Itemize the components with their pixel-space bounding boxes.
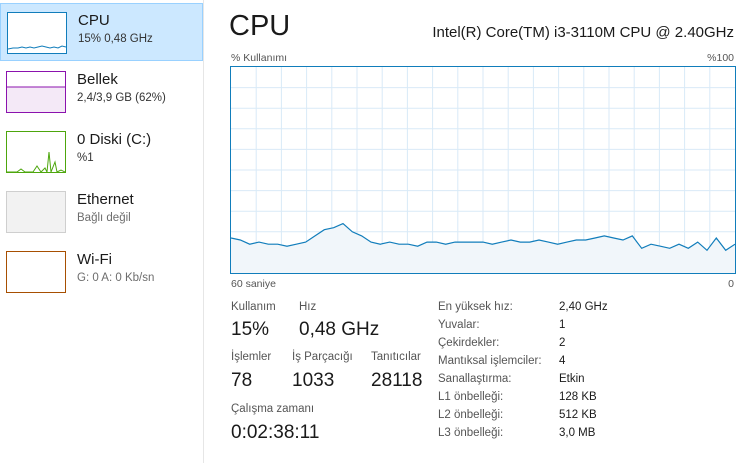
detail-value: 1	[559, 319, 566, 331]
detail-label: L2 önbelleği:	[438, 409, 504, 421]
sidebar-item-label: Bellek	[77, 71, 118, 88]
processes-value: 78	[231, 370, 253, 391]
cpu-usage-line	[231, 222, 735, 252]
sidebar: CPU 15% 0,48 GHz Bellek 2,4/3,9 GB (62%)…	[0, 0, 204, 463]
sidebar-item-ethernet[interactable]: Ethernet Bağlı değil	[0, 183, 203, 241]
speed-value: 0,48 GHz	[299, 319, 380, 340]
detail-value: 4	[559, 355, 566, 367]
wifi-thumbnail-graph	[6, 251, 66, 293]
detail-label: Mantıksal işlemciler:	[438, 355, 542, 367]
sidebar-item-cpu[interactable]: CPU 15% 0,48 GHz	[0, 3, 203, 61]
detail-value: 3,0 MB	[559, 427, 596, 439]
sidebar-item-memory[interactable]: Bellek 2,4/3,9 GB (62%)	[0, 63, 203, 121]
handles-value: 28118	[371, 370, 423, 391]
sidebar-item-subtitle: G: 0 A: 0 Kb/sn	[77, 272, 155, 284]
sidebar-item-subtitle: 15% 0,48 GHz	[78, 33, 153, 45]
cpu-usage-graph	[230, 66, 736, 274]
sidebar-item-wifi[interactable]: Wi-Fi G: 0 A: 0 Kb/sn	[0, 243, 203, 301]
memory-thumbnail-graph	[6, 71, 66, 113]
graph-time-end-label: 0	[728, 278, 734, 290]
detail-label: L3 önbelleği:	[438, 427, 504, 439]
disk-thumbnail-graph	[6, 131, 66, 173]
threads-value: 1033	[292, 370, 335, 391]
threads-label: İş Parçacığı	[292, 351, 353, 363]
sidebar-item-label: Ethernet	[77, 191, 134, 208]
sidebar-item-label: Wi-Fi	[77, 251, 112, 268]
usage-value: 15%	[231, 319, 270, 340]
detail-label: Çekirdekler:	[438, 337, 500, 349]
detail-value: 2,40 GHz	[559, 301, 608, 313]
graph-time-span-label: 60 saniye	[231, 278, 276, 290]
sidebar-item-subtitle: 2,4/3,9 GB (62%)	[77, 92, 166, 104]
detail-value: 2	[559, 337, 566, 349]
page-title: CPU	[229, 10, 291, 42]
sidebar-item-subtitle: Bağlı değil	[77, 212, 131, 224]
sidebar-item-label: CPU	[78, 12, 110, 29]
graph-y-max-label: %100	[707, 52, 734, 64]
ethernet-thumbnail-graph	[6, 191, 66, 233]
sidebar-item-subtitle: %1	[77, 152, 94, 164]
detail-label: L1 önbelleği:	[438, 391, 504, 403]
speed-label: Hız	[299, 301, 317, 313]
graph-y-label: % Kullanımı	[231, 52, 288, 64]
detail-value: 128 KB	[559, 391, 597, 403]
detail-label: Sanallaştırma:	[438, 373, 512, 385]
sidebar-item-disk[interactable]: 0 Diski (C:) %1	[0, 123, 203, 181]
detail-label: Yuvalar:	[438, 319, 480, 331]
uptime-value: 0:02:38:11	[231, 422, 320, 443]
processes-label: İşlemler	[231, 351, 272, 363]
handles-label: Tanıtıcılar	[371, 351, 421, 363]
detail-value: Etkin	[559, 373, 585, 385]
detail-label: En yüksek hız:	[438, 301, 513, 313]
cpu-usage-area	[231, 223, 735, 273]
cpu-model-name: Intel(R) Core(TM) i3-3110M CPU @ 2.40GHz	[432, 24, 734, 41]
usage-label: Kullanım	[231, 301, 276, 313]
uptime-label: Çalışma zamanı	[231, 403, 315, 415]
detail-value: 512 KB	[559, 409, 597, 421]
sidebar-item-label: 0 Diski (C:)	[77, 131, 152, 148]
cpu-thumbnail-graph	[7, 12, 67, 54]
cpu-usage-graph-canvas	[231, 67, 735, 273]
